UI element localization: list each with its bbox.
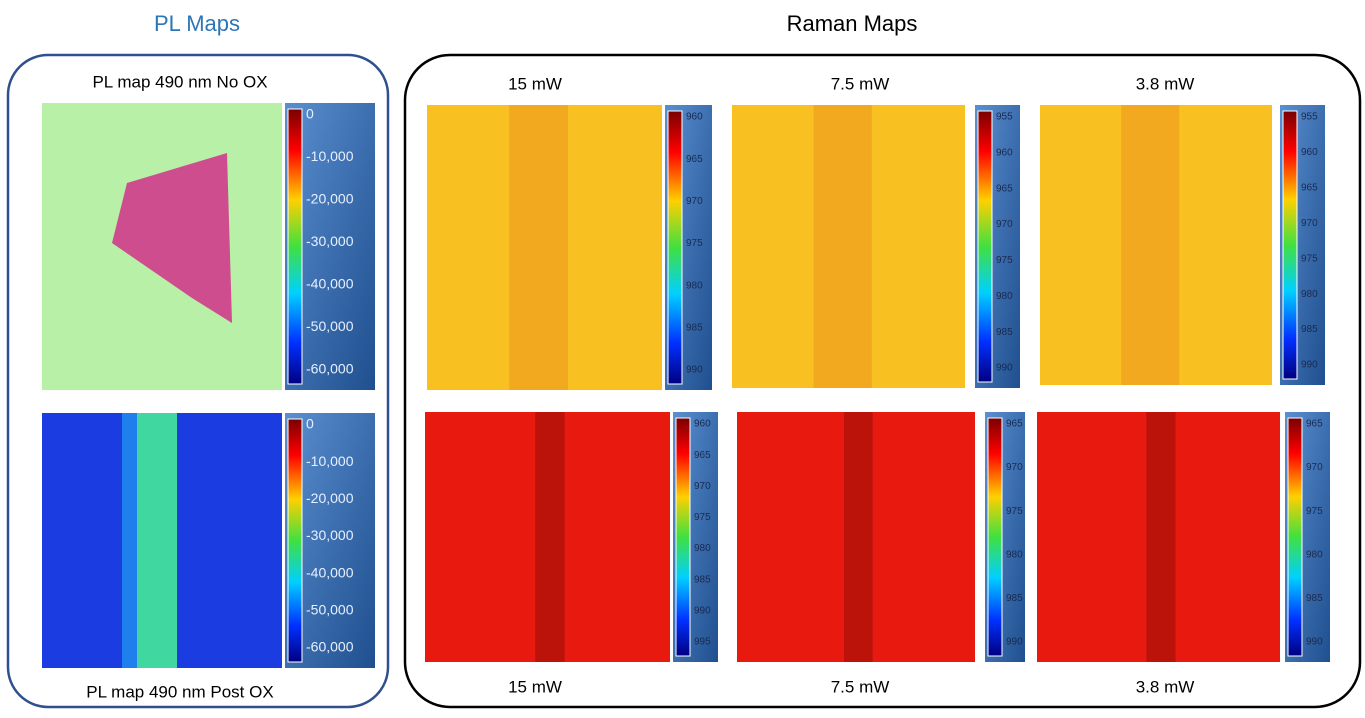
colorbar-label: 975 [996,255,1013,266]
colorbar-label: 970 [996,219,1013,230]
colorbar-scale [1288,418,1302,656]
colorbar-label: 970 [694,481,711,492]
colorbar-label: 980 [1306,549,1323,560]
colorbar-label: -60,000 [306,361,354,377]
colorbar-label: 0 [306,416,314,432]
colorbar-label: 980 [1301,289,1318,300]
colorbar-label: 970 [1006,462,1023,473]
colorbar-label: 985 [1301,324,1318,335]
colorbar-label: 975 [1301,253,1318,264]
colorbar-label: 985 [1306,593,1323,604]
map-label: 7.5 mW [831,74,890,93]
colorbar-label: 975 [694,512,711,523]
colorbar-label: 955 [1301,112,1318,123]
colorbar-label: 960 [1301,147,1318,158]
colorbar-label: -20,000 [306,490,354,506]
map-label: 15 mW [508,74,562,93]
colorbar-label: -10,000 [306,453,354,469]
map-label: 3.8 mW [1136,74,1195,93]
colorbar-label: 955 [996,112,1013,123]
colorbar-label: 960 [686,112,703,123]
colorbar-label: 990 [1006,637,1023,648]
map-feature [509,105,568,390]
pl-title: PL Maps [154,11,240,36]
colorbar-scale [288,419,302,662]
colorbar-label: 985 [996,327,1013,338]
colorbar-label: 970 [1301,218,1318,229]
colorbar-label: 990 [686,365,703,376]
map-label: PL map 490 nm Post OX [86,682,273,701]
page: PL Maps Raman Maps 0 -10,000 -20,000 -30,00… [0,0,1365,718]
raman-title: Raman Maps [787,11,918,36]
colorbar-label: 985 [1006,593,1023,604]
colorbar-label: -50,000 [306,318,354,334]
colorbar-label: -30,000 [306,233,354,249]
colorbar-label: 965 [1306,419,1323,430]
map-feature [1146,412,1175,662]
colorbar-scale [1283,111,1297,379]
colorbar-label: -20,000 [306,191,354,207]
colorbar-label: 985 [686,322,703,333]
map-label: 3.8 mW [1136,677,1195,696]
colorbar-label: 980 [1006,549,1023,560]
colorbar-label: -40,000 [306,276,354,292]
map-label: 15 mW [508,677,562,696]
map-feature [122,413,137,668]
colorbar-label: -30,000 [306,527,354,543]
map-feature [137,413,177,668]
map-feature [535,412,564,662]
map-label: PL map 490 nm No OX [92,72,267,91]
colorbar-label: 0 [306,106,314,122]
colorbar-label: 965 [694,450,711,461]
map-feature [844,412,873,662]
colorbar-label: 975 [686,238,703,249]
colorbar-label: 975 [1006,506,1023,517]
colorbar-label: 975 [1306,506,1323,517]
figure: PL Maps Raman Maps 0 -10,000 -20,000 -30,00… [0,0,1365,713]
colorbar-label: 990 [1301,360,1318,371]
colorbar-label: 965 [1301,182,1318,193]
colorbar-scale [288,109,302,384]
colorbar-label: -10,000 [306,148,354,164]
colorbar-label: -50,000 [306,602,354,618]
colorbar-label: -60,000 [306,639,354,655]
colorbar-label: -40,000 [306,564,354,580]
colorbar-label: 965 [996,183,1013,194]
colorbar-label: 960 [996,147,1013,158]
colorbar-label: 995 [694,637,711,648]
map-feature [1121,105,1179,385]
map-feature [814,105,872,388]
colorbar-label: 985 [694,574,711,585]
colorbar-scale [676,418,690,656]
map-label: 7.5 mW [831,677,890,696]
colorbar-scale [988,418,1002,656]
colorbar-label: 980 [686,280,703,291]
colorbar-label: 990 [996,363,1013,374]
colorbar-label: 980 [694,543,711,554]
colorbar-label: 980 [996,291,1013,302]
colorbar-label: 990 [1306,637,1323,648]
colorbar-scale [668,111,682,384]
colorbar-label: 965 [686,154,703,165]
colorbar-label: 965 [1006,419,1023,430]
colorbar-scale [978,111,992,382]
colorbar-label: 960 [694,419,711,430]
colorbar-label: 990 [694,605,711,616]
colorbar-label: 970 [686,196,703,207]
colorbar-label: 970 [1306,462,1323,473]
